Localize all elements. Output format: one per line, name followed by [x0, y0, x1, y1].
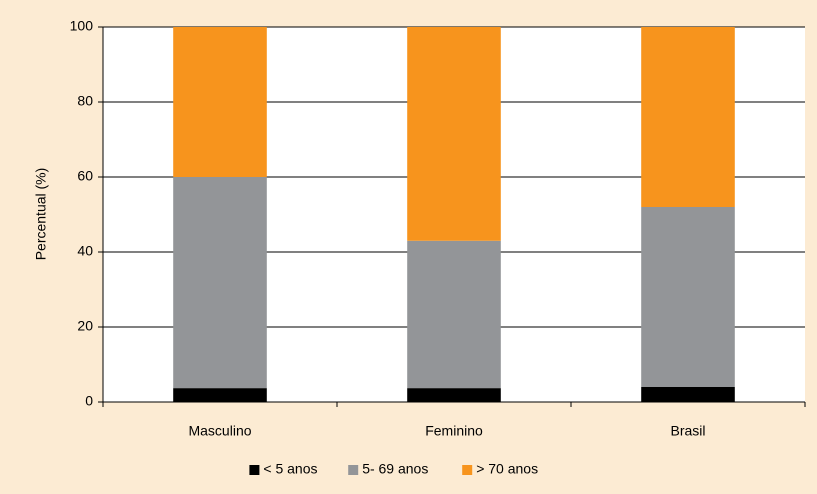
bar-segment — [641, 207, 735, 387]
legend-label: > 70 anos — [476, 461, 538, 477]
bar-segment — [641, 387, 735, 402]
y-tick-label: 100 — [70, 18, 94, 34]
bar-segment — [173, 388, 267, 402]
y-axis-label: Percentual (%) — [33, 168, 49, 261]
bar-segment — [173, 177, 267, 389]
x-tick-label: Feminino — [425, 423, 483, 439]
x-tick-label: Brasil — [670, 423, 705, 439]
x-tick-label: Masculino — [188, 423, 251, 439]
bar-segment — [407, 240, 501, 389]
legend-swatch — [249, 465, 260, 475]
y-tick-label: 20 — [77, 318, 93, 334]
bar-segment — [407, 388, 501, 402]
y-tick-label: 40 — [77, 243, 93, 259]
legend-swatch — [348, 465, 359, 475]
legend-label: < 5 anos — [263, 461, 317, 477]
bar-segment — [641, 27, 735, 207]
legend-label: 5- 69 anos — [362, 461, 428, 477]
legend-swatch — [462, 465, 473, 475]
y-tick-label: 60 — [77, 168, 93, 184]
bar-segment — [173, 27, 267, 177]
y-tick-label: 0 — [85, 393, 93, 409]
bar-segment — [407, 27, 501, 241]
y-tick-label: 80 — [77, 93, 93, 109]
